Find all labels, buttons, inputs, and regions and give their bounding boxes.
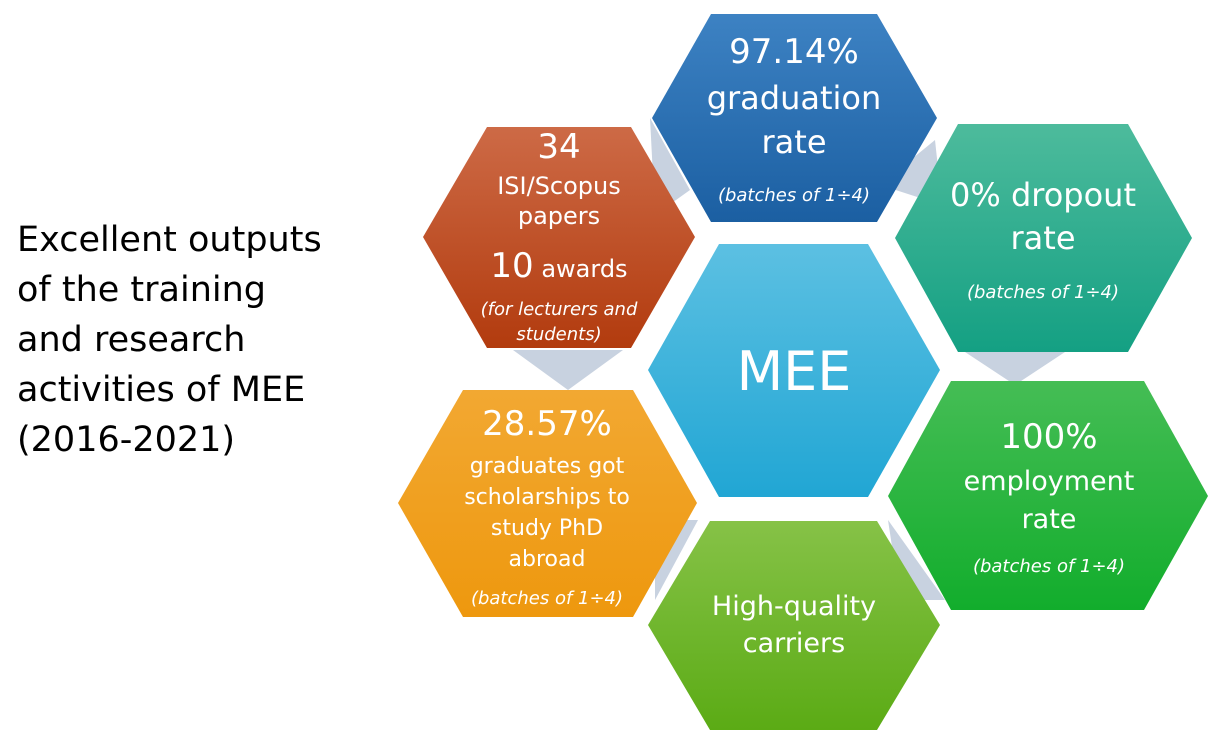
scholarships-line: study PhD	[491, 516, 603, 541]
hexagon-papers	[423, 127, 695, 348]
connector-scholarships-papers	[513, 350, 623, 390]
scholarships-line: scholarships to	[464, 485, 630, 510]
dropout-note: (batches of 1÷4)	[967, 282, 1119, 303]
connector-dropout-employment	[965, 352, 1065, 385]
hexagon-scholarships	[398, 390, 697, 617]
center-label: MEE	[737, 340, 852, 403]
papers-note: (for lecturers and	[481, 299, 638, 320]
hexagon-dropout	[895, 124, 1192, 352]
scholarships-line: graduates got	[470, 454, 625, 479]
title-line: of the training	[17, 270, 267, 310]
dropout-line: 0% dropout	[950, 176, 1136, 214]
carriers-line: carriers	[743, 628, 845, 659]
title-line: activities of MEE	[17, 370, 306, 410]
awards-line: 10 awards	[490, 246, 627, 286]
papers-note: students)	[516, 324, 601, 345]
hexagon-carriers	[648, 521, 940, 730]
graduation-line: graduation	[707, 79, 882, 117]
hexagon-graduation	[652, 14, 937, 222]
carriers-line: High-quality	[712, 591, 876, 622]
employment-note: (batches of 1÷4)	[973, 556, 1125, 577]
papers-line: ISI/Scopus	[497, 172, 621, 200]
employment-value: 100%	[1000, 417, 1097, 457]
diagram-title: Excellent outputs of the training and re…	[17, 215, 377, 465]
hexagon-employment	[888, 381, 1208, 610]
scholarships-value: 28.57%	[482, 404, 612, 444]
awards-label: awards	[541, 255, 627, 283]
awards-gap	[534, 255, 542, 283]
papers-line: papers	[518, 202, 600, 230]
awards-value: 10	[490, 246, 533, 286]
papers-value: 34	[537, 127, 580, 167]
graduation-line: rate	[762, 123, 827, 161]
employment-line: rate	[1022, 504, 1077, 535]
title-line: (2016-2021)	[17, 420, 236, 460]
hexagon-center	[648, 244, 940, 497]
dropout-line: rate	[1011, 219, 1076, 257]
employment-line: employment	[964, 466, 1135, 497]
title-line: and research	[17, 320, 246, 360]
title-line: Excellent outputs	[17, 220, 322, 260]
graduation-note: (batches of 1÷4)	[718, 185, 870, 206]
scholarships-note: (batches of 1÷4)	[471, 588, 623, 609]
scholarships-line: abroad	[509, 547, 586, 572]
graduation-value: 97.14%	[729, 32, 859, 72]
